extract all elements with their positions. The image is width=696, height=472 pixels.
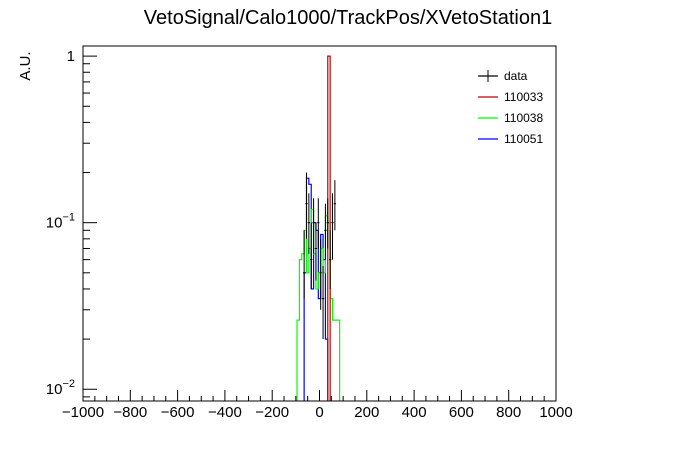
plot-frame	[82, 45, 557, 402]
x-tick-label: −1000	[62, 404, 104, 421]
y-axis-label: A.U.	[17, 51, 34, 80]
legend-label: data	[504, 69, 528, 83]
y-axis: 10−2 10−1 1	[46, 48, 97, 398]
series-line	[303, 177, 329, 401]
y-tick-label: 10−2	[46, 378, 75, 398]
legend-item: data	[478, 69, 528, 83]
data-point	[302, 230, 306, 299]
legend-label: 110033	[504, 90, 543, 104]
x-tick-label: 1000	[539, 404, 572, 421]
x-tick-label: −600	[161, 404, 195, 421]
data-point	[328, 230, 332, 289]
legend-label: 110038	[504, 111, 543, 125]
series-110051	[303, 177, 329, 401]
data-point	[333, 180, 337, 231]
x-tick-label: 400	[402, 404, 427, 421]
data-point	[321, 265, 325, 340]
data-point	[317, 198, 320, 249]
x-tick-label: 800	[496, 404, 521, 421]
data-point	[312, 198, 315, 254]
x-tick-label: 0	[315, 404, 323, 421]
x-axis: −1000 −800 −600 −400 −200 0 200 400 600 800 1000	[62, 390, 573, 421]
x-tick-label: 200	[354, 404, 379, 421]
data-point	[314, 222, 318, 281]
data-point	[305, 172, 308, 239]
data-point	[324, 203, 327, 260]
x-tick-label: −400	[208, 404, 242, 421]
legend-item: 110051	[478, 132, 543, 146]
plot-series	[296, 55, 341, 401]
legend-label: 110051	[504, 132, 543, 146]
legend: data 110033 110038 110051	[478, 69, 543, 146]
y-tick-label: 1	[67, 48, 75, 65]
data-point	[310, 222, 313, 289]
chart-title: VetoSignal/Calo1000/TrackPos/XVetoStatio…	[144, 7, 552, 29]
x-tick-label: 600	[449, 404, 474, 421]
y-tick-label: 10−1	[46, 212, 75, 232]
x-tick-label: −800	[113, 404, 147, 421]
data-point	[331, 193, 334, 260]
legend-item: 110038	[478, 111, 543, 125]
series-data	[302, 172, 337, 340]
legend-item: 110033	[478, 90, 543, 104]
data-point	[319, 238, 322, 310]
x-tick-label: −200	[255, 404, 289, 421]
data-point	[326, 198, 329, 249]
data-point	[307, 193, 311, 254]
